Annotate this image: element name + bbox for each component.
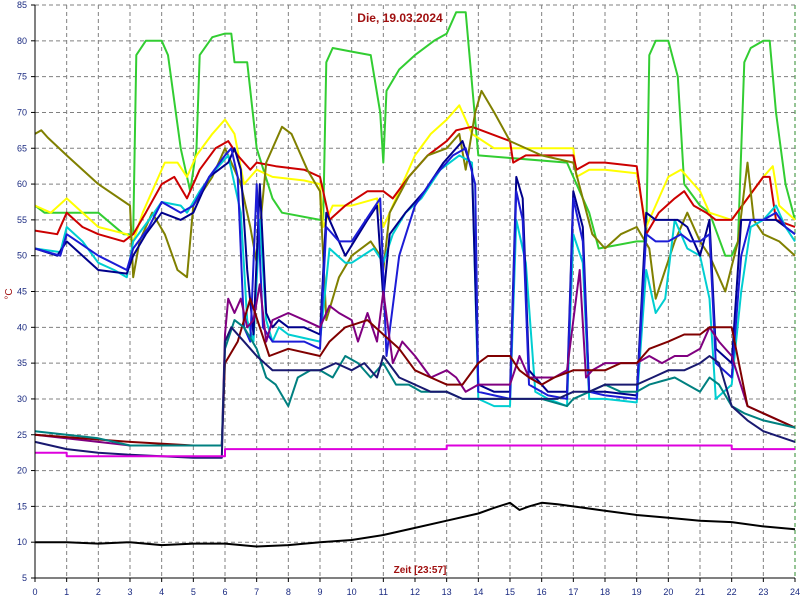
x-tick-label: 15: [505, 587, 515, 597]
x-tick-label: 22: [727, 587, 737, 597]
y-tick-label: 85: [17, 0, 27, 10]
series-line-2: [34, 104, 796, 243]
x-tick-label: 21: [695, 587, 705, 597]
series-line-10: [34, 319, 796, 447]
y-tick-label: 30: [17, 394, 27, 404]
y-tick-label: 40: [17, 322, 27, 332]
x-tick-label: 18: [600, 587, 610, 597]
x-tick-label: 5: [191, 587, 196, 597]
y-tick-label: 25: [17, 430, 27, 440]
series-line-4: [34, 89, 796, 322]
x-tick-label: 2: [96, 587, 101, 597]
y-tick-label: 20: [17, 466, 27, 476]
y-tick-label: 45: [17, 287, 27, 297]
x-tick-label: 10: [347, 587, 357, 597]
series-line-11: [34, 326, 796, 459]
x-tick-label: 23: [758, 587, 768, 597]
tick-labels: 0 1 2 3 4 5 6 7 8 9 10 11 12 13 14 15 16 17 18 19 20 21 22 23 24…: [17, 0, 800, 597]
x-tick-label: 6: [222, 587, 227, 597]
y-tick-label: 65: [17, 143, 27, 153]
series-group: [34, 11, 796, 548]
y-tick-label: 15: [17, 501, 27, 511]
y-tick-label: 35: [17, 358, 27, 368]
y-tick-label: 10: [17, 537, 27, 547]
series-line-5: [34, 154, 796, 408]
x-tick-label: 1: [64, 587, 69, 597]
x-tick-label: 11: [379, 587, 388, 597]
series-line-13: [35, 501, 796, 548]
x-tick-label: 14: [473, 587, 483, 597]
x-tick-label: 4: [159, 587, 164, 597]
y-tick-label: 50: [17, 251, 27, 261]
x-tick-label: 8: [286, 587, 291, 597]
x-tick-label: 7: [254, 587, 259, 597]
x-tick-label: 16: [537, 587, 547, 597]
axes: [31, 4, 796, 582]
chart-title: Die, 19.03.2024: [357, 11, 443, 25]
x-tick-label: 9: [317, 587, 322, 597]
series-line-1: [34, 11, 796, 257]
y-tick-label: 60: [17, 179, 27, 189]
series-line-12: [35, 444, 795, 458]
x-tick-label: 17: [568, 587, 578, 597]
x-tick-label: 12: [410, 587, 420, 597]
x-tick-label: 0: [32, 587, 37, 597]
y-tick-label: 55: [17, 215, 27, 225]
y-tick-label: 75: [17, 72, 27, 82]
grid: [35, 4, 796, 579]
x-tick-label: 19: [632, 587, 642, 597]
x-tick-label: 20: [663, 587, 673, 597]
y-tick-label: 80: [17, 36, 27, 46]
series-line-7: [34, 147, 796, 400]
x-axis-label: Zeit [23:57]: [394, 565, 447, 576]
series-line-9: [34, 297, 796, 447]
y-tick-label: 70: [17, 107, 27, 117]
x-tick-label: 24: [790, 587, 800, 597]
x-tick-label: 13: [442, 587, 452, 597]
x-tick-label: 3: [127, 587, 132, 597]
y-axis-label: °C: [4, 288, 15, 299]
y-tick-label: 5: [22, 573, 27, 583]
